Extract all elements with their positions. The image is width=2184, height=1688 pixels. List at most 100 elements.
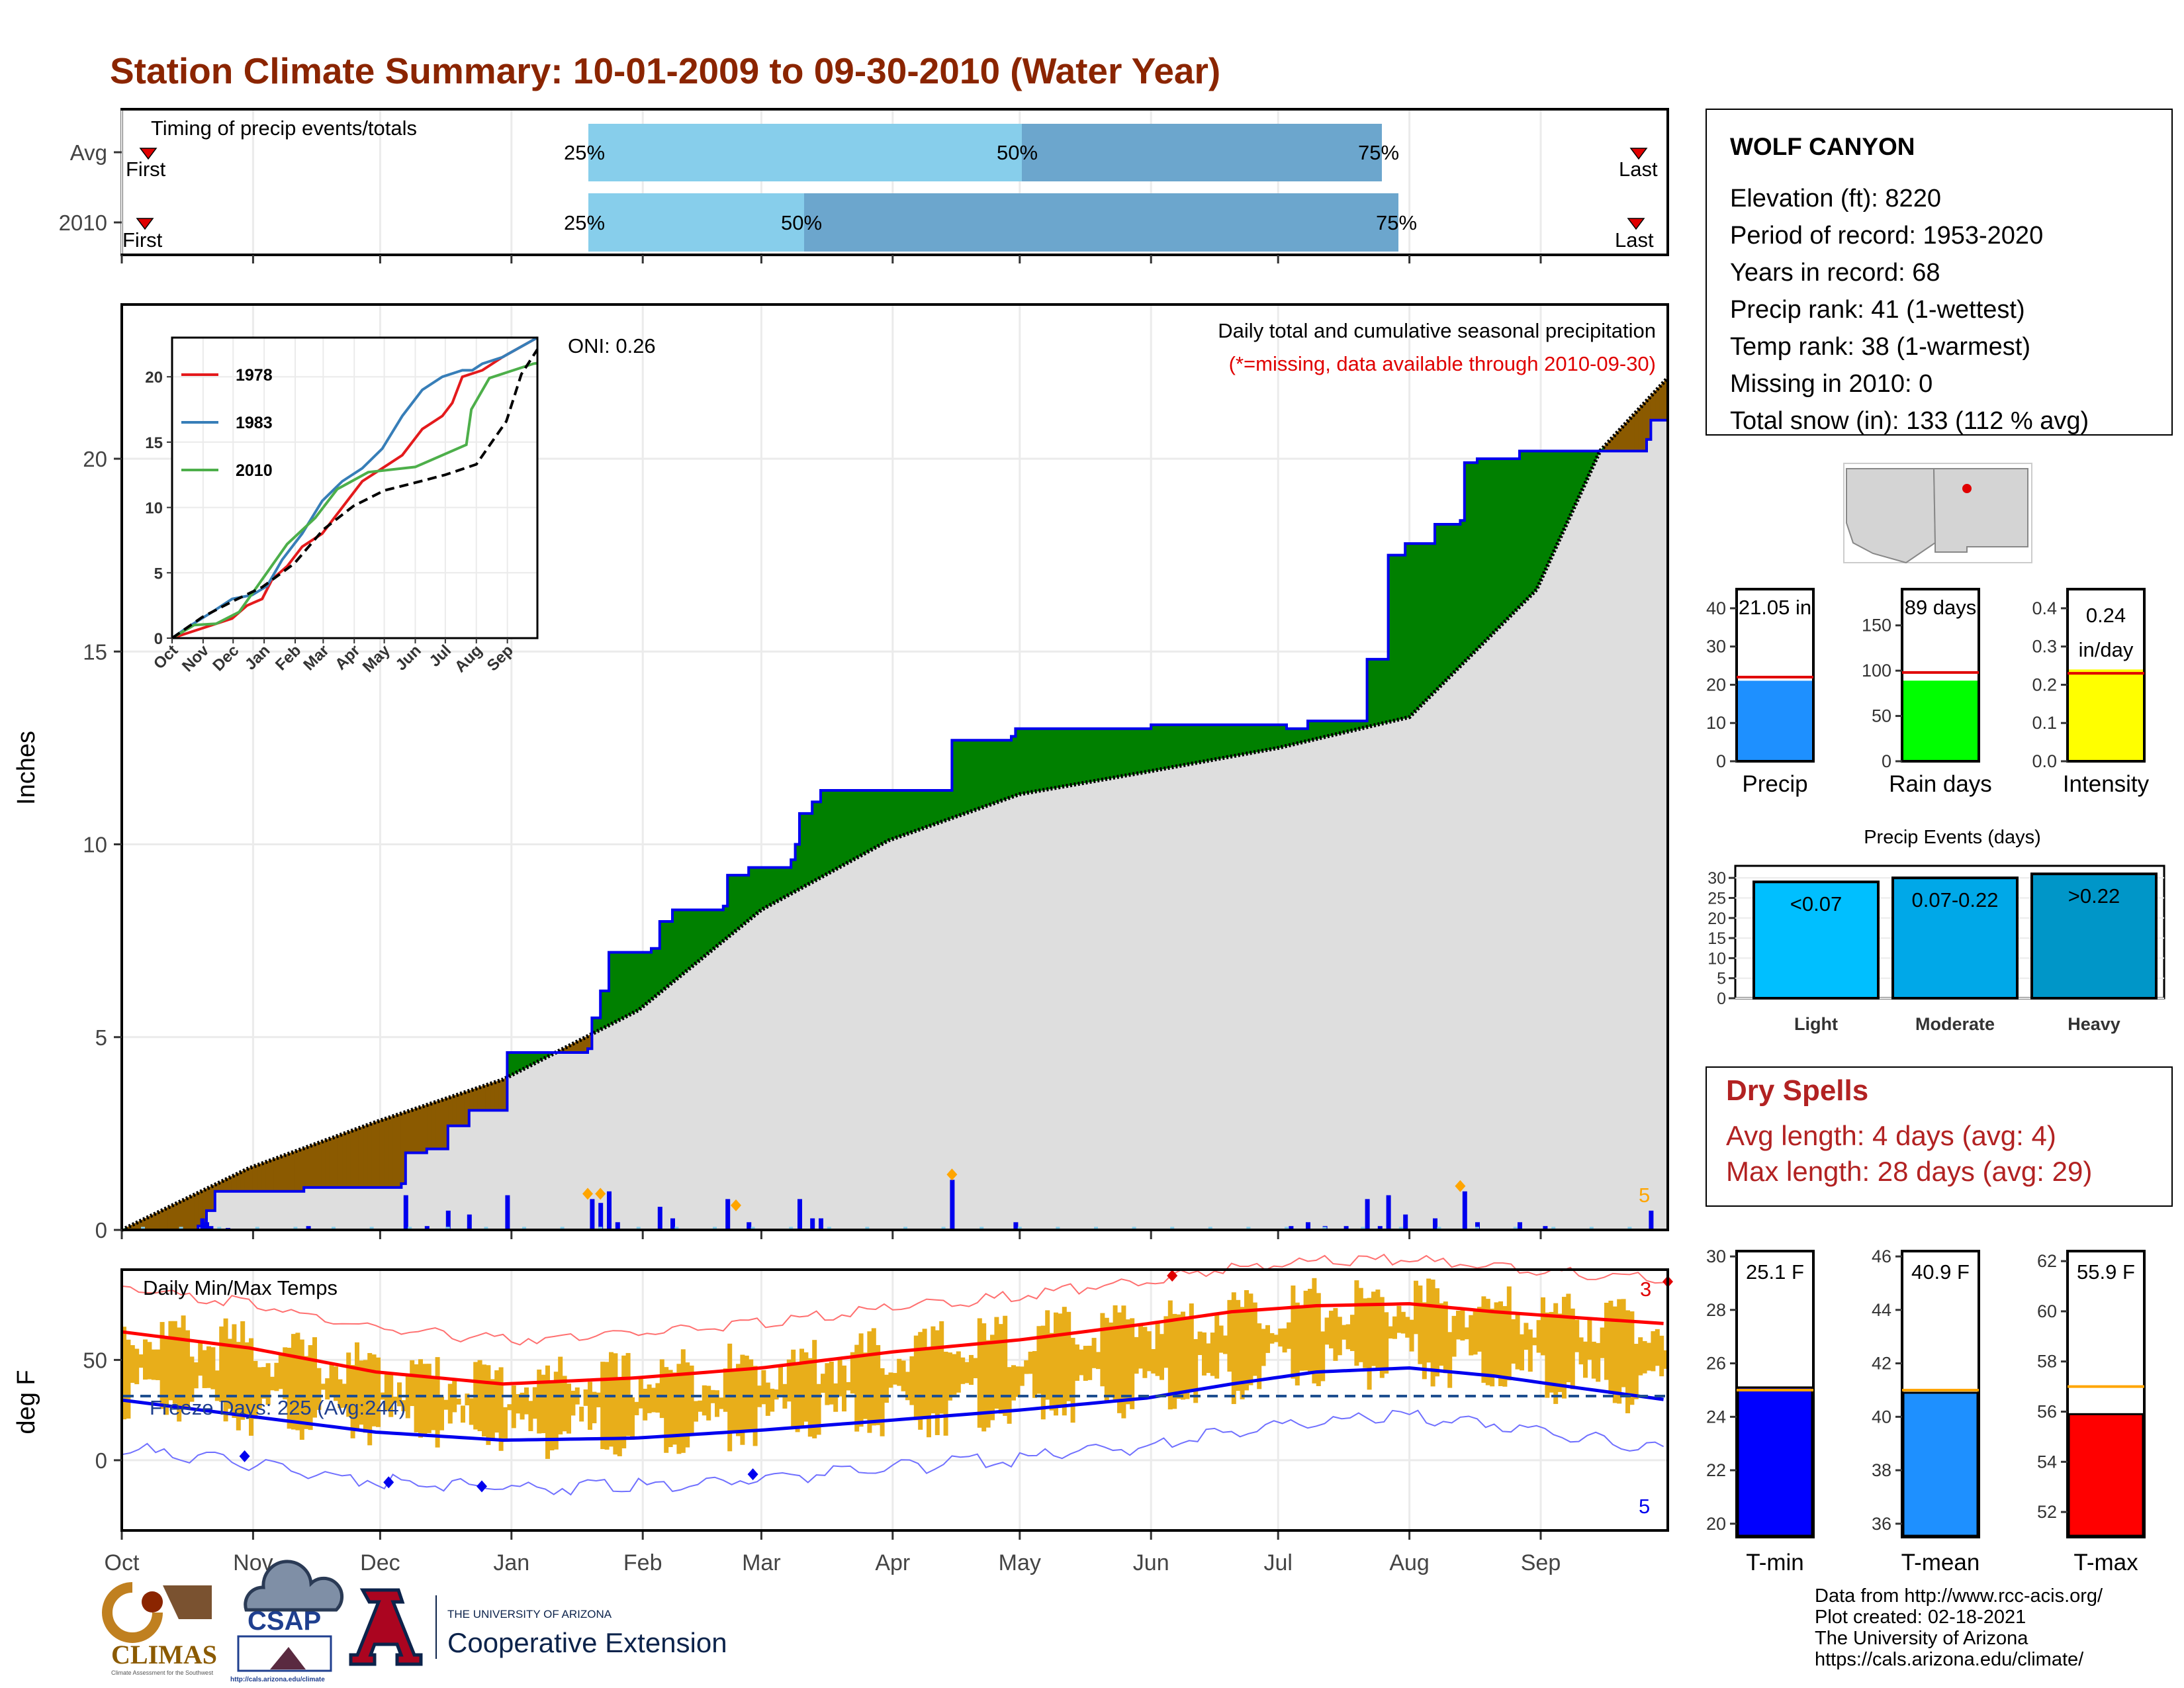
daily-precip-bar — [205, 1222, 209, 1230]
surplus-area — [1210, 724, 1215, 761]
daily-temp-bar — [206, 1346, 211, 1388]
daily-temp-bar — [1532, 1337, 1537, 1346]
daily-temp-bar — [715, 1390, 719, 1417]
daily-temp-bar — [1345, 1324, 1351, 1350]
daily-temp-bar — [1520, 1334, 1524, 1371]
daily-temp-bar — [634, 1401, 639, 1415]
daily-temp-bar — [1278, 1328, 1283, 1347]
deficit-area — [473, 1087, 478, 1111]
surplus-area — [1557, 450, 1563, 544]
surplus-area — [1120, 728, 1126, 777]
surplus-area — [705, 910, 711, 956]
surplus-area — [744, 874, 749, 925]
surplus-area — [1434, 524, 1439, 693]
precip-daily-bars — [141, 1168, 1654, 1230]
daily-precip-bar — [1013, 1222, 1019, 1230]
surplus-area — [977, 739, 982, 810]
daily-temp-bar — [193, 1362, 199, 1389]
daily-temp-bar — [647, 1384, 652, 1413]
temp-daily-bars — [122, 1278, 1668, 1459]
daily-temp-bar — [1236, 1299, 1241, 1391]
daily-temp-bar — [1206, 1343, 1211, 1374]
daily-temp-bar — [956, 1351, 961, 1393]
daily-temp-bar — [583, 1389, 588, 1406]
daily-temp-bar — [1663, 1350, 1668, 1369]
deficit-area — [354, 1127, 359, 1188]
daily-temp-bar — [156, 1349, 161, 1380]
surplus-area — [1171, 724, 1177, 768]
timing-row-label-avg: Avg — [70, 140, 107, 165]
trace-precip-bar — [1513, 1227, 1518, 1230]
daily-temp-bar — [770, 1388, 775, 1412]
daily-temp-bar — [871, 1328, 876, 1426]
surplus-area — [1099, 728, 1105, 780]
daily-temp-bar — [507, 1404, 512, 1411]
daily-temp-bar — [1138, 1326, 1143, 1369]
ua-name: THE UNIVERSITY OF ARIZONA — [447, 1608, 612, 1620]
missing-data-marker — [582, 1188, 593, 1200]
daily-temp-bar — [1142, 1327, 1148, 1378]
daily-temp-bar — [1612, 1306, 1617, 1403]
trace-precip-bar — [598, 1227, 603, 1230]
trace-precip-bar — [1551, 1227, 1556, 1230]
daily-temp-bar — [329, 1363, 334, 1397]
csap-logo: CSAP http://cals.arizona.edu/climate — [230, 1560, 344, 1683]
events-y-tick-label: 10 — [1707, 949, 1726, 968]
inset-y-tick-label: 10 — [145, 500, 163, 518]
surplus-area — [612, 952, 618, 1024]
precip-frame — [120, 303, 1669, 1231]
surplus-area — [1205, 724, 1211, 762]
daily-temp-bar — [1015, 1366, 1021, 1397]
surplus-area — [689, 910, 694, 970]
daily-temp-bar — [1490, 1308, 1495, 1387]
daily-temp-bar — [249, 1338, 253, 1436]
surplus-area — [884, 790, 889, 844]
daily-temp-bar — [1400, 1311, 1406, 1334]
daily-temp-bar — [1032, 1351, 1037, 1398]
surplus-area — [1240, 724, 1245, 755]
daily-temp-bar — [1316, 1293, 1321, 1386]
daily-temp-bar — [202, 1350, 207, 1388]
daily-temp-bar — [752, 1366, 758, 1446]
daily-temp-bar — [426, 1364, 432, 1433]
timing-panel: Timing of precip events/totals Avg 2010 … — [59, 108, 1669, 263]
deficit-area — [282, 1154, 288, 1192]
daily-temp-bar — [1617, 1299, 1622, 1404]
daily-temp-bar — [410, 1360, 415, 1407]
events-y-tick-label: 30 — [1707, 869, 1726, 888]
daily-temp-bar — [934, 1330, 940, 1435]
daily-temp-bar — [236, 1342, 241, 1430]
daily-temp-bar — [892, 1373, 897, 1385]
daily-temp-bar — [990, 1335, 995, 1421]
last-label-2010: Last — [1615, 228, 1654, 252]
surplus-area — [1078, 728, 1084, 784]
surplus-area — [1231, 724, 1236, 757]
csap-url: http://cals.arizona.edu/climate — [230, 1676, 325, 1683]
trace-precip-bar — [1170, 1227, 1175, 1230]
daily-temp-bar — [719, 1397, 724, 1409]
daily-temp-bar — [1117, 1312, 1122, 1413]
legend-label-2010: 2010 — [236, 461, 273, 480]
daily-temp-bar — [749, 1359, 754, 1430]
daily-temp-bar — [295, 1333, 300, 1430]
surplus-area — [1197, 724, 1203, 763]
deficit-area — [409, 1108, 415, 1153]
surplus-area — [1510, 458, 1516, 616]
deficit-area — [163, 1207, 169, 1231]
daily-temp-bar — [774, 1389, 779, 1400]
daily-temp-bar — [948, 1352, 952, 1401]
daily-temp-bar — [985, 1340, 991, 1428]
oni-label: ONI: 0.26 — [568, 334, 656, 357]
trace-precip-bar — [179, 1227, 183, 1230]
trace-precip-bar — [1017, 1227, 1022, 1230]
daily-temp-bar — [1506, 1286, 1512, 1381]
inset-lines — [171, 336, 539, 639]
daily-temp-bar — [1494, 1302, 1499, 1376]
daily-temp-bar — [1464, 1327, 1469, 1340]
temp-y-tick-label: 0 — [95, 1448, 107, 1473]
daily-temp-bar — [1079, 1349, 1084, 1376]
surplus-area — [633, 952, 639, 1013]
timing-row-label-2010: 2010 — [59, 211, 107, 235]
trace-precip-bar — [217, 1227, 222, 1230]
surplus-area — [1159, 724, 1164, 771]
